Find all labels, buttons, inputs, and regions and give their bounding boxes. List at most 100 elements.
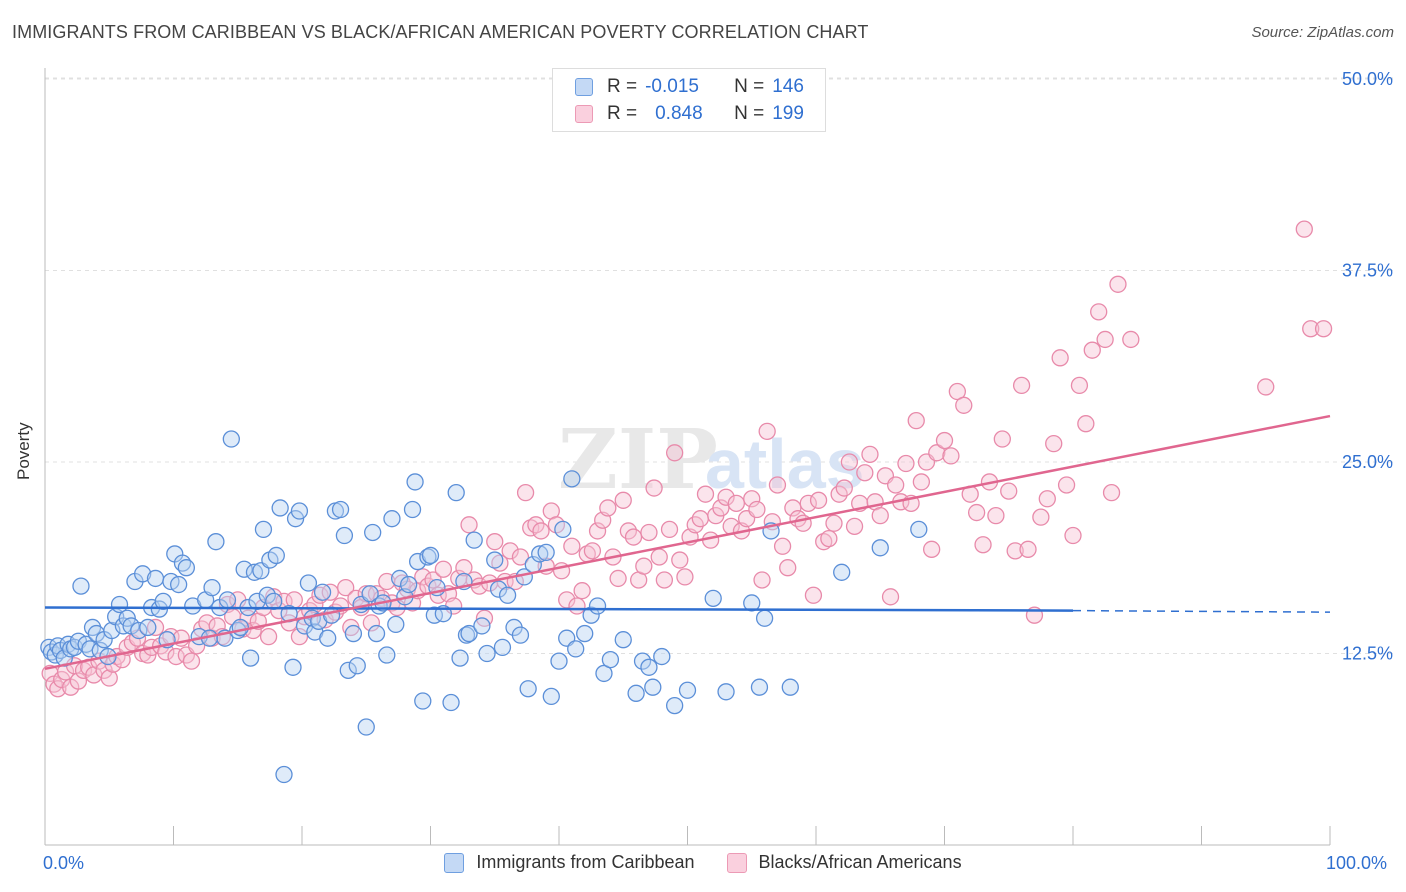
data-point: [704, 589, 722, 607]
data-point: [1122, 330, 1140, 349]
data-point: [712, 499, 730, 517]
legend-row-blacks: R = 0.848 N = 199: [575, 102, 804, 126]
data-point: [1077, 415, 1095, 433]
correlation-legend: R = -0.015 N = 146 R = 0.848 N = 199: [552, 68, 826, 132]
data-point: [218, 591, 237, 609]
data-point: [861, 445, 879, 463]
data-point: [987, 506, 1005, 525]
data-point: [563, 537, 581, 555]
data-point: [491, 554, 509, 572]
data-point: [887, 476, 905, 494]
trend-line-caribbean-extension: [1072, 609, 1331, 613]
data-point: [532, 522, 550, 540]
legend-r-value: 0.848: [655, 103, 703, 124]
data-point: [319, 629, 337, 647]
legend-item-caribbean: Immigrants from Caribbean: [444, 852, 695, 873]
data-point: [910, 520, 928, 539]
chart-title: IMMIGRANTS FROM CARIBBEAN VS BLACK/AFRIC…: [12, 22, 869, 42]
data-point: [542, 687, 560, 706]
series-legend: Immigrants from Caribbean Blacks/African…: [0, 852, 1406, 873]
legend-item-blacks: Blacks/African Americans: [726, 852, 962, 873]
data-point: [311, 586, 329, 604]
data-point: [653, 647, 671, 666]
data-point: [717, 488, 735, 506]
data-point: [203, 578, 221, 597]
data-point: [414, 692, 432, 710]
data-point: [72, 577, 90, 595]
data-point: [691, 510, 709, 528]
watermark-atlas: atlas: [705, 425, 865, 503]
data-point: [331, 500, 350, 519]
y-tick-label: 37.5%: [1342, 261, 1393, 281]
data-point: [207, 533, 225, 551]
data-point: [599, 499, 617, 517]
data-point: [609, 569, 627, 588]
data-point: [516, 483, 535, 502]
data-point: [259, 627, 278, 646]
data-point: [614, 491, 632, 509]
legend-r-label: R =: [607, 76, 638, 97]
data-point: [1083, 341, 1101, 359]
data-point: [856, 464, 874, 482]
data-point: [1006, 542, 1024, 560]
data-point: [222, 430, 240, 448]
data-point: [773, 537, 792, 555]
data-point: [270, 601, 288, 620]
data-point: [809, 491, 828, 509]
data-point: [451, 649, 469, 667]
data-point: [942, 447, 960, 465]
data-point: [1051, 349, 1069, 367]
data-point: [779, 559, 797, 577]
data-point: [344, 624, 363, 643]
data-point: [696, 485, 715, 503]
data-point: [907, 411, 925, 430]
data-point: [267, 546, 285, 565]
data-point: [753, 571, 771, 589]
data-point: [434, 560, 453, 578]
data-point: [421, 546, 440, 565]
data-point: [923, 540, 941, 558]
data-point: [640, 658, 658, 676]
data-point: [568, 597, 586, 615]
data-point: [676, 568, 694, 586]
data-point: [1038, 490, 1056, 508]
data-point: [743, 490, 761, 508]
data-point: [871, 539, 889, 557]
data-point: [554, 520, 572, 539]
data-point: [69, 672, 88, 690]
data-point: [781, 678, 799, 696]
data-point: [400, 575, 418, 594]
y-axis-label: Poverty: [14, 422, 33, 480]
legend-n-label: N =: [734, 103, 765, 124]
data-point: [588, 522, 607, 540]
data-point: [550, 652, 568, 670]
data-point: [1102, 483, 1121, 502]
data-point: [486, 551, 504, 569]
data-point: [1302, 320, 1320, 338]
data-point: [1032, 508, 1050, 526]
y-tick-labels: 12.5% 25.0% 37.5% 50.0%: [1342, 69, 1393, 664]
data-point: [1090, 303, 1108, 321]
data-point: [768, 476, 787, 494]
data-point: [650, 548, 668, 566]
data-point: [134, 565, 152, 583]
data-point: [567, 640, 585, 658]
data-point: [403, 500, 422, 519]
data-point: [245, 563, 264, 581]
data-point: [290, 627, 309, 646]
data-point: [231, 618, 249, 637]
data-point: [633, 652, 652, 670]
data-point: [627, 684, 645, 702]
data-point: [993, 430, 1011, 448]
data-point: [1012, 376, 1031, 395]
data-point: [348, 657, 366, 675]
data-point: [583, 542, 602, 560]
data-point: [678, 681, 697, 699]
legend-r-label: R =: [607, 103, 638, 124]
y-tick-label: 50.0%: [1342, 69, 1393, 89]
data-point: [750, 678, 769, 696]
data-point: [313, 583, 332, 601]
data-point: [367, 624, 386, 643]
data-point: [743, 594, 761, 612]
